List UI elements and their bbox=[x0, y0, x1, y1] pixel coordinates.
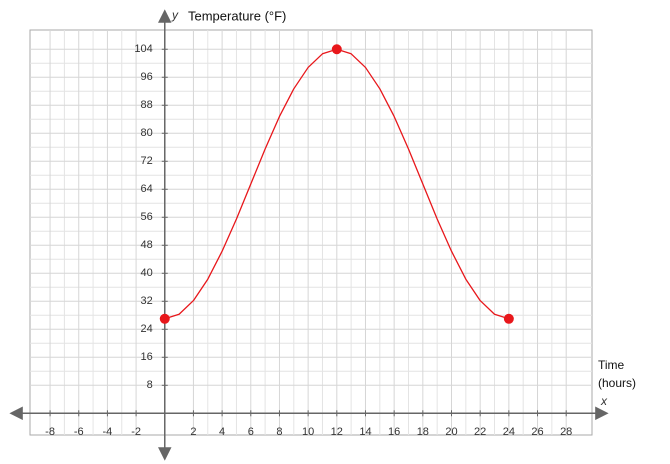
y-tick-label: 48 bbox=[141, 239, 153, 251]
x-variable: x bbox=[600, 394, 608, 408]
x-tick-label: -2 bbox=[131, 426, 141, 438]
x-tick-label: 4 bbox=[219, 426, 225, 438]
y-tick-label: 16 bbox=[141, 351, 153, 363]
x-tick-label: 18 bbox=[417, 426, 429, 438]
y-tick-label: 104 bbox=[134, 43, 152, 55]
x-tick-label: 28 bbox=[560, 426, 572, 438]
x-tick-label: 12 bbox=[331, 426, 343, 438]
x-tick-label: 26 bbox=[531, 426, 543, 438]
x-tick-label: -4 bbox=[103, 426, 113, 438]
y-tick-label: 88 bbox=[141, 99, 153, 111]
y-tick-label: 96 bbox=[141, 71, 153, 83]
x-tick-label: 14 bbox=[359, 426, 371, 438]
x-axis-label: (hours) bbox=[598, 376, 636, 390]
y-variable: y bbox=[171, 8, 179, 22]
y-tick-label: 80 bbox=[141, 127, 153, 139]
x-tick-label: 22 bbox=[474, 426, 486, 438]
x-tick-label: -6 bbox=[74, 426, 84, 438]
x-tick-label: 24 bbox=[503, 426, 515, 438]
plot-frame bbox=[29, 29, 593, 436]
y-axis-label: Temperature (°F) bbox=[188, 8, 286, 23]
x-tick-label: 20 bbox=[445, 426, 457, 438]
x-tick-label: 10 bbox=[302, 426, 314, 438]
x-axis-label: Time bbox=[598, 358, 625, 372]
x-tick-label: 8 bbox=[276, 426, 282, 438]
y-tick-label: 24 bbox=[141, 323, 153, 335]
data-point bbox=[159, 313, 170, 324]
data-point bbox=[503, 313, 514, 324]
x-tick-label: -8 bbox=[45, 426, 55, 438]
y-tick-label: 32 bbox=[141, 295, 153, 307]
y-tick-label: 8 bbox=[147, 379, 153, 391]
x-tick-label: 16 bbox=[388, 426, 400, 438]
y-tick-label: 56 bbox=[141, 211, 153, 223]
y-tick-label: 64 bbox=[141, 183, 153, 195]
data-point bbox=[331, 44, 342, 55]
x-tick-label: 6 bbox=[248, 426, 254, 438]
x-tick-label: 2 bbox=[190, 426, 196, 438]
y-tick-label: 72 bbox=[141, 155, 153, 167]
y-tick-label: 40 bbox=[141, 267, 153, 279]
